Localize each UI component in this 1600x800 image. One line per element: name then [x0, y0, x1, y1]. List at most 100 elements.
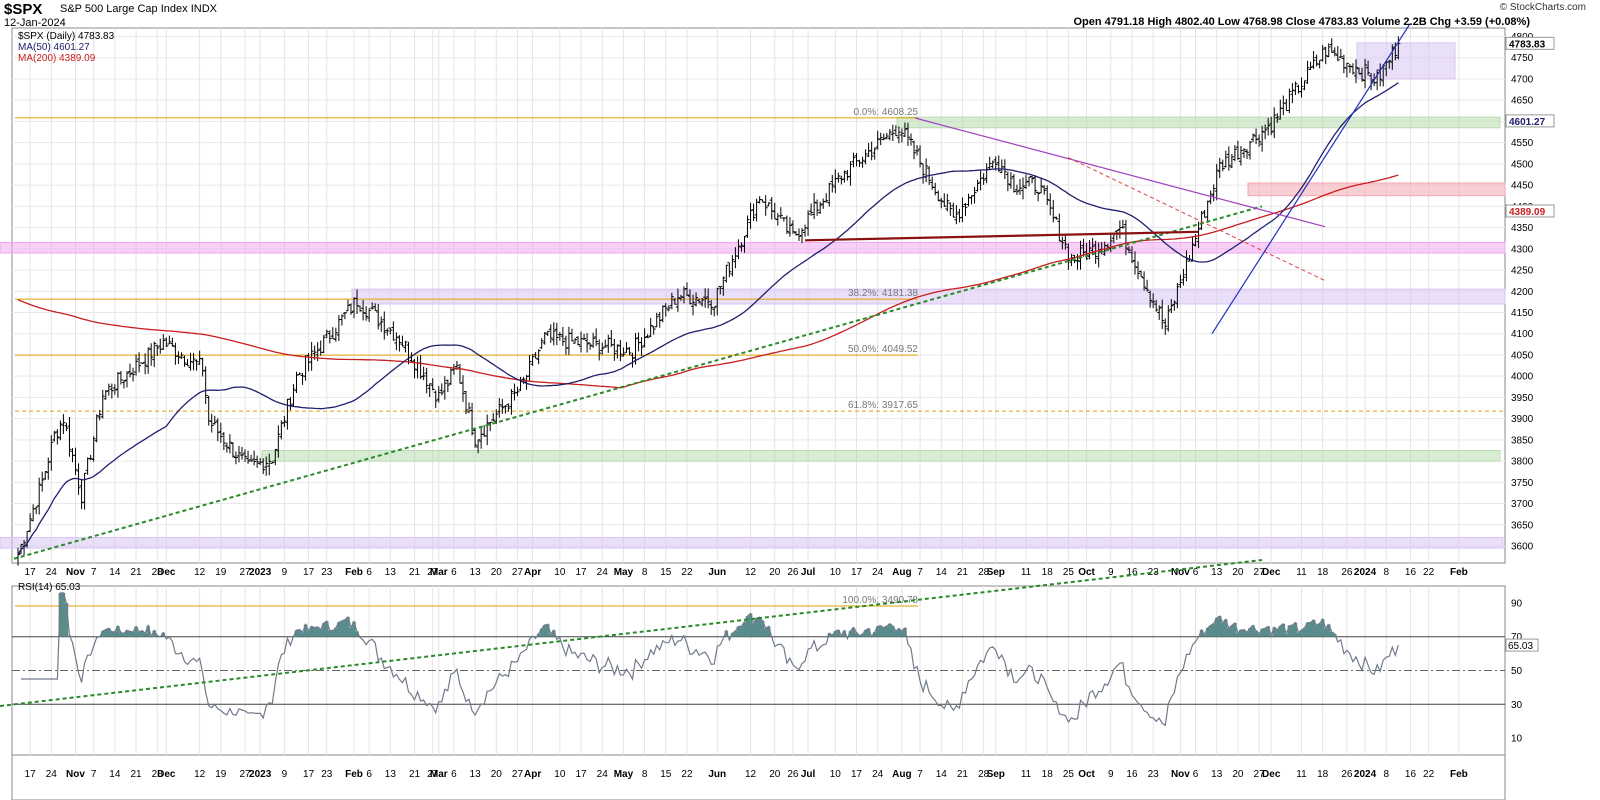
x-tick-label: Feb — [1450, 769, 1468, 780]
x-tick-label: 26 — [1341, 567, 1353, 578]
x-tick-label: 27 — [239, 567, 251, 578]
x-tick-label: Feb — [345, 567, 363, 578]
x-tick-label: 20 — [1232, 769, 1244, 780]
x-tick-label: 9 — [1108, 567, 1114, 578]
x-tick-label: 27 — [1254, 567, 1266, 578]
y-tick-label: 4350 — [1511, 223, 1534, 234]
x-tick-label: Jun — [708, 769, 726, 780]
x-tick-label: 24 — [872, 567, 884, 578]
y-tick-label: 4500 — [1511, 159, 1534, 170]
uptrend-line — [13, 205, 1263, 560]
y-tick-label: 4200 — [1511, 287, 1534, 298]
x-tick-label: 23 — [321, 567, 333, 578]
x-tick-label: 21 — [957, 567, 969, 578]
chart-legend: $SPX (Daily) 4783.83 MA(50) 4601.27 MA(2… — [18, 31, 114, 64]
support-resistance-zone — [0, 537, 1504, 549]
x-tick-label: 17 — [303, 567, 315, 578]
x-tick-label: Feb — [345, 769, 363, 780]
x-tick-label: 12 — [194, 567, 206, 578]
x-tick-label: 13 — [385, 769, 397, 780]
x-tick-label: Mar — [430, 769, 448, 780]
rsi-tick-label: 70 — [1511, 632, 1523, 643]
x-tick-label: 7 — [917, 567, 923, 578]
x-tick-label: 27 — [427, 769, 439, 780]
x-tick-label: 28 — [978, 567, 990, 578]
x-tick-label: 17 — [303, 769, 315, 780]
y-tick-label: 3900 — [1511, 414, 1534, 425]
x-tick-label: 19 — [215, 769, 227, 780]
x-tick-label: Apr — [524, 567, 541, 578]
x-tick-label: 11 — [1021, 769, 1032, 780]
x-tick-label: 21 — [409, 769, 421, 780]
x-tick-label: 12 — [194, 769, 206, 780]
x-tick-label: 14 — [936, 567, 948, 578]
x-tick-label: 19 — [215, 567, 227, 578]
rsi-value-tag — [1505, 638, 1539, 652]
x-tick-label: 20 — [1232, 567, 1244, 578]
fib-level-label: 100.0%: 3490.78 — [842, 595, 918, 606]
x-tick-label: 2024 — [1354, 567, 1377, 578]
x-tick-label: Aug — [892, 567, 911, 578]
x-tick-label: 12 — [745, 567, 757, 578]
rsi-tick-label: 90 — [1511, 598, 1523, 609]
x-tick-label: 28 — [152, 769, 164, 780]
x-tick-label: 24 — [597, 769, 609, 780]
y-tick-label: 4000 — [1511, 372, 1534, 383]
x-tick-label: 2023 — [249, 769, 272, 780]
x-tick-label: 6 — [451, 769, 457, 780]
x-tick-label: 15 — [660, 769, 672, 780]
y-tick-label: 4550 — [1511, 138, 1534, 149]
x-tick-label: Nov — [1171, 769, 1190, 780]
x-tick-label: 7 — [91, 567, 97, 578]
x-tick-label: 22 — [681, 769, 693, 780]
x-tick-label: 16 — [1405, 769, 1417, 780]
x-tick-label: 7 — [91, 769, 97, 780]
fib-level-label: 61.8%: 3917.65 — [848, 400, 918, 411]
security-name: S&P 500 Large Cap Index INDX — [60, 3, 217, 15]
support-resistance-zone — [351, 288, 1506, 305]
x-tick-label: 11 — [1296, 769, 1307, 780]
x-tick-label: 27 — [1254, 769, 1266, 780]
x-tick-label: Apr — [524, 769, 541, 780]
x-tick-label: Jul — [801, 567, 816, 578]
x-tick-label: 25 — [1063, 769, 1075, 780]
x-tick-label: Oct — [1078, 769, 1095, 780]
y-tick-label: 4150 — [1511, 308, 1534, 319]
rsi-tick-label: 30 — [1511, 700, 1523, 711]
x-tick-label: 24 — [46, 769, 58, 780]
x-tick-label: 14 — [109, 567, 121, 578]
x-tick-label: 6 — [366, 567, 372, 578]
x-tick-label: 17 — [25, 769, 37, 780]
x-tick-label: 23 — [1148, 567, 1160, 578]
y-tick-label: 3600 — [1511, 542, 1534, 553]
x-tick-label: 17 — [575, 769, 587, 780]
x-tick-label: 27 — [427, 567, 439, 578]
uptrend-line-extension — [0, 559, 1263, 707]
y-tick-label: 3850 — [1511, 435, 1534, 446]
x-tick-label: Nov — [1171, 567, 1190, 578]
chart-header: $SPX S&P 500 Large Cap Index INDX 12-Jan… — [0, 0, 1600, 30]
x-tick-label: 26 — [1341, 769, 1353, 780]
y-tick-label: 4100 — [1511, 329, 1534, 340]
x-tick-label: 27 — [512, 769, 524, 780]
x-tick-label: 26 — [787, 567, 799, 578]
x-tick-label: 22 — [681, 567, 693, 578]
x-tick-label: 21 — [409, 567, 421, 578]
x-tick-label: 22 — [1423, 567, 1435, 578]
x-tick-label: 18 — [1317, 769, 1329, 780]
x-tick-label: 26 — [787, 769, 799, 780]
x-tick-label: 15 — [660, 567, 672, 578]
x-tick-label: Feb — [1450, 567, 1468, 578]
channel-line — [1067, 157, 1326, 282]
x-tick-label: 25 — [1063, 567, 1075, 578]
legend-price: $SPX (Daily) 4783.83 — [18, 31, 115, 42]
value-tag-text: 4601.27 — [1509, 117, 1546, 128]
x-tick-label: 7 — [917, 769, 923, 780]
support-resistance-zone — [896, 116, 1501, 129]
x-tick-label: May — [614, 567, 634, 578]
value-tag — [1505, 36, 1555, 50]
x-tick-label: Dec — [1262, 769, 1281, 780]
